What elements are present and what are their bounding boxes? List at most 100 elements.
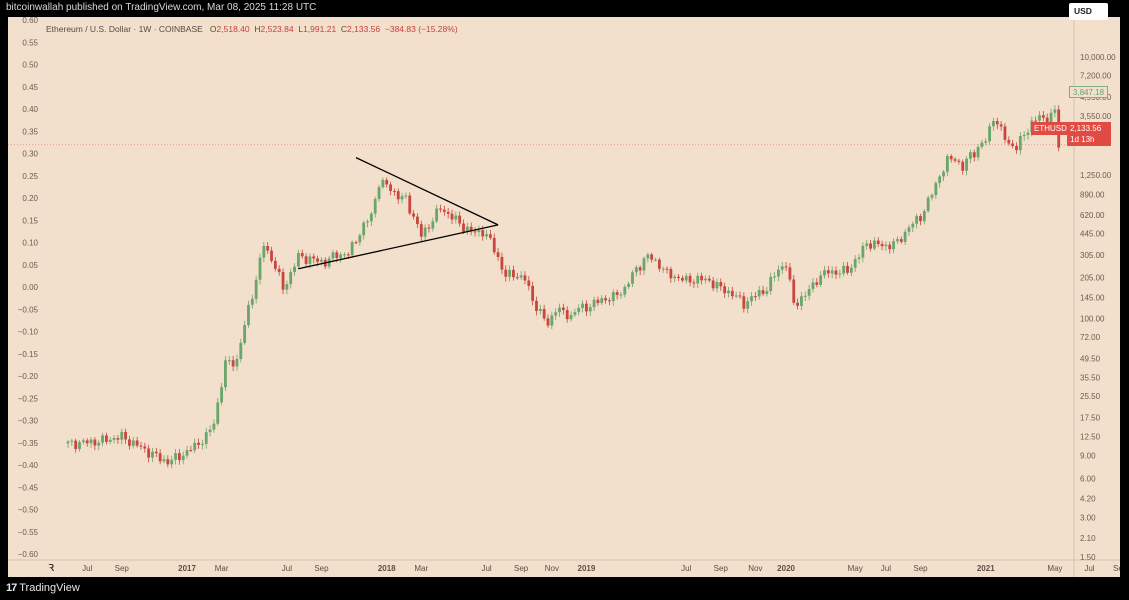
candle-body (907, 227, 911, 232)
candle (254, 275, 258, 304)
candle (899, 236, 903, 244)
candle-body (1049, 112, 1053, 126)
candle-body (143, 446, 147, 449)
candle-body (446, 211, 450, 214)
candle-body (615, 292, 619, 295)
right-tick-label: 6.00 (1080, 474, 1096, 483)
candle (976, 144, 980, 161)
candle (1026, 128, 1030, 140)
candle-body (500, 257, 504, 270)
candle-body (366, 221, 369, 223)
candle-body (646, 254, 650, 259)
right-tick-label: 620.00 (1080, 211, 1105, 220)
candle (757, 285, 761, 300)
candle-body (139, 445, 143, 447)
candle-body (915, 216, 919, 224)
candle (489, 229, 492, 240)
chart-canvas[interactable]: 0.60 0.55 0.50 0.45 0.40 0.35 0.30 0.25 0.20 0.15… (8, 17, 1120, 577)
candle (919, 213, 922, 226)
candle-body (961, 161, 965, 171)
candle-body (869, 243, 872, 249)
candle-body (811, 282, 815, 290)
candle-body (953, 159, 957, 161)
candle (792, 275, 796, 306)
left-tick-label: −0.05 (18, 305, 39, 314)
candle-body (546, 318, 550, 326)
candle-body (151, 451, 154, 458)
candle (78, 440, 81, 452)
time-axis[interactable]: Jul Sep 2017 Mar Jul Sep 2018 Mar Jul Sep Nov 2019 J… (82, 564, 1120, 573)
symbol-tag: ETHUSD (1031, 122, 1070, 135)
chart-panel[interactable]: 0.60 0.55 0.50 0.45 0.40 0.35 0.30 0.25 0.20 0.15… (8, 17, 1120, 577)
candle-body (980, 142, 984, 147)
candle (362, 220, 366, 240)
candle (504, 265, 508, 282)
candle-body (742, 296, 746, 309)
candle (220, 382, 223, 406)
candle (135, 436, 139, 448)
legend-change: −384.83 (−15.28%) (384, 24, 458, 34)
candle-body (688, 275, 692, 283)
candle-body (354, 242, 358, 244)
candle (842, 261, 846, 277)
candle (876, 237, 880, 248)
candle (577, 304, 581, 316)
candle (247, 300, 250, 328)
candle (707, 275, 711, 283)
legend-c-value: 2,133.56 (347, 24, 381, 34)
candle-body (216, 402, 220, 424)
candle (819, 271, 823, 288)
candle-body (465, 226, 469, 233)
candle (181, 451, 185, 465)
candle-body (166, 459, 170, 465)
candle (619, 292, 623, 299)
candle (373, 196, 377, 218)
candle-body (922, 211, 926, 222)
candle-body (600, 298, 604, 304)
candle (523, 271, 527, 285)
candle-body (888, 244, 892, 250)
time-tick-label: 2020 (777, 564, 795, 573)
candle (642, 256, 646, 276)
candle-body (684, 275, 688, 281)
candle (738, 291, 742, 299)
candle (239, 338, 243, 363)
candle-body (416, 216, 419, 225)
candle (300, 249, 304, 259)
candle (235, 354, 239, 371)
candle (550, 311, 554, 330)
tradingview-logo[interactable]: 17 TradingView (6, 582, 80, 594)
legend-h-label: H (254, 24, 261, 34)
candle-body (316, 258, 319, 262)
candle-body (665, 268, 669, 270)
candle (358, 233, 362, 246)
candle (377, 184, 381, 202)
candle (930, 193, 934, 201)
candle (811, 277, 815, 293)
candle-body (373, 198, 377, 214)
candle (427, 224, 431, 233)
candle-body (239, 342, 243, 360)
time-tick-label: Sep (1113, 564, 1120, 573)
candle-body (450, 213, 454, 220)
candle-body (74, 440, 78, 449)
candle-body (504, 269, 508, 277)
candle-body (765, 291, 769, 294)
candle-body (162, 459, 166, 462)
candle (765, 286, 769, 297)
candle-body (273, 260, 277, 269)
candle-body (393, 191, 396, 193)
candle-body (761, 290, 765, 294)
tradingview-logo-text: TradingView (19, 582, 80, 594)
currency-button[interactable]: USD (1069, 3, 1108, 20)
candle (615, 289, 619, 300)
candle (669, 266, 673, 283)
candle (331, 249, 335, 262)
right-tick-label: 445.00 (1080, 230, 1105, 239)
candle (531, 281, 535, 306)
candle (151, 447, 154, 463)
candle (711, 277, 715, 292)
candle (907, 224, 911, 236)
candle-body (677, 276, 680, 278)
candle (465, 222, 469, 235)
